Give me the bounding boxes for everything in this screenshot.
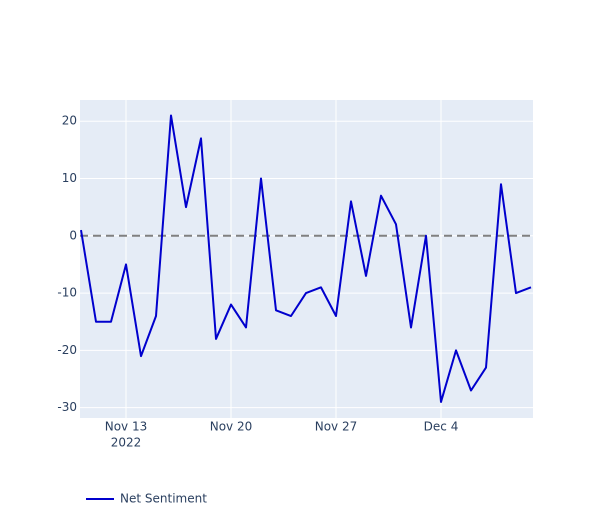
y-tick-label: 0 <box>69 228 77 242</box>
y-tick-label: 20 <box>62 114 77 128</box>
x-tick-label: Nov 20 <box>210 420 253 434</box>
x-tick-label: Nov 27 <box>315 420 358 434</box>
x-tick-label: Dec 4 <box>424 420 459 434</box>
y-tick-label: 10 <box>62 171 77 185</box>
plot-area <box>80 100 533 418</box>
line-series <box>80 114 532 403</box>
x-tick-label: Nov 13 <box>105 420 148 434</box>
x-tick-year-label: 2022 <box>111 436 142 450</box>
legend-label: Net Sentiment <box>120 492 207 506</box>
y-tick-label: -10 <box>57 286 77 300</box>
y-tick-label: -20 <box>57 343 77 357</box>
y-tick-label: -30 <box>57 400 77 414</box>
